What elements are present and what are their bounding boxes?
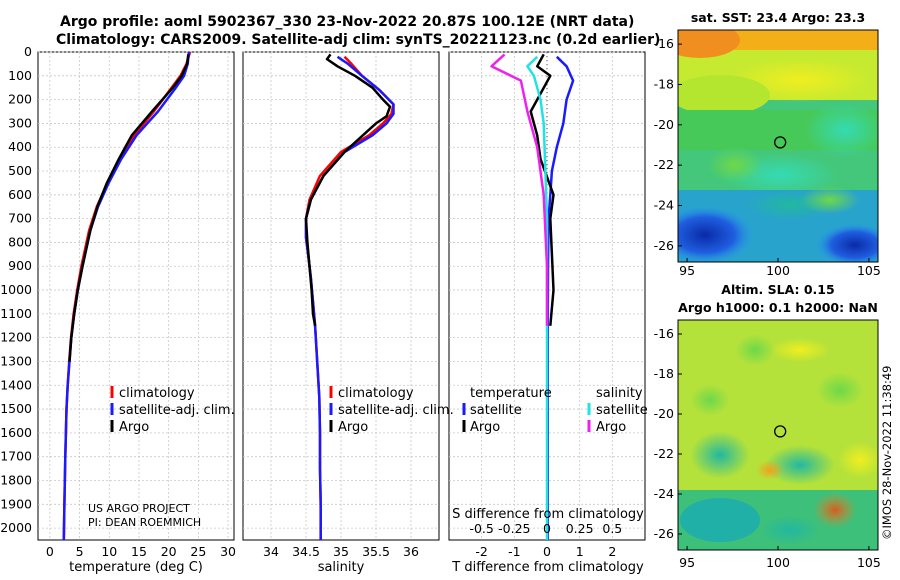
x-tick-label: 2 [608, 544, 616, 559]
x-tick-label: 5 [76, 544, 84, 559]
x-tick-label: 25 [190, 544, 206, 559]
legend-header-salinity: salinity [596, 386, 643, 401]
temperature-axes [37, 51, 235, 541]
x-tick-label-salinity: -0.25 [498, 521, 530, 536]
x-tick-label: -1 [508, 544, 520, 559]
legend-label-sal-argo: Argo [596, 420, 626, 435]
y-tick-label: 2000 [0, 520, 32, 535]
legend-label-argo: Argo [338, 420, 368, 435]
sla-map-title-1: Altim. SLA: 0.15 [721, 282, 834, 297]
legend-header-temperature: temperature [470, 386, 552, 401]
map-y-tick-label: -18 [654, 366, 674, 381]
x-tick-label: 0 [46, 544, 54, 559]
map-x-tick-label: 95 [679, 555, 695, 570]
map-y-tick-label: -26 [654, 238, 674, 253]
temperature-legend: climatology satellite-adj. clim. Argo [110, 386, 235, 435]
map-x-tick-label: 95 [679, 263, 695, 278]
y-tick-label: 1500 [0, 401, 32, 416]
sst-heatmap [678, 30, 878, 262]
x-tick-label: 35 [333, 544, 349, 559]
y-tick-label: 600 [8, 187, 32, 202]
legend-label-argo: Argo [119, 420, 149, 435]
y-tick-label: 1300 [0, 353, 32, 368]
temperature-xlabel: temperature (deg C) [69, 560, 203, 575]
legend-label-temp-satellite: satellite [470, 403, 522, 418]
y-tick-label: 1700 [0, 449, 32, 464]
series-line-argo [68, 54, 190, 362]
map-x-tick-label: 105 [857, 555, 881, 570]
x-tick-label: 35.5 [362, 544, 390, 559]
y-tick-label: 1100 [0, 306, 32, 321]
map-y-tick-label: -20 [654, 117, 674, 132]
salinity-legend: climatology satellite-adj. clim. Argo [329, 386, 454, 435]
sla-heatmap [678, 320, 878, 550]
y-tick-label: 900 [8, 258, 32, 273]
difference-legend: temperature salinity satellite Argo sate… [462, 386, 648, 435]
y-tick-label: 1200 [0, 330, 32, 345]
sst-map-title: sat. SST: 23.4 Argo: 23.3 [691, 10, 865, 25]
map-y-tick-label: -16 [654, 36, 674, 51]
x-tick-label: 0 [543, 544, 551, 559]
x-tick-label: 20 [161, 544, 177, 559]
series-line-salinity-satellite [526, 55, 549, 540]
map-y-tick-label: -22 [654, 157, 674, 172]
difference-xlabel-salinity: S difference from climatology [452, 507, 644, 522]
project-annotation: US ARGO PROJECT [88, 502, 190, 515]
legend-label-climatology: climatology [338, 386, 414, 401]
y-tick-label: 1800 [0, 472, 32, 487]
x-tick-label: 34 [263, 544, 279, 559]
argo-location-marker [774, 425, 787, 438]
map-y-tick-label: -24 [654, 198, 674, 213]
y-tick-label: 500 [8, 163, 32, 178]
x-tick-label: 30 [220, 544, 236, 559]
map-y-tick-label: -16 [654, 326, 674, 341]
y-tick-label: 1600 [0, 425, 32, 440]
x-tick-label: 10 [101, 544, 117, 559]
map-y-tick-label: -26 [654, 526, 674, 541]
series-line-argo [304, 53, 392, 327]
title-line-1: Argo profile: aoml 5902367_330 23-Nov-20… [60, 14, 635, 30]
argo-location-marker [774, 136, 787, 149]
timestamp-footer: ©IMOS 28-Nov-2022 11:38:49 [880, 366, 894, 540]
x-tick-label-salinity: -0.5 [469, 521, 493, 536]
x-tick-label: 36 [403, 544, 419, 559]
map-x-tick-label: 100 [766, 555, 790, 570]
x-tick-label-salinity: 0.5 [602, 521, 622, 536]
salinity-xlabel: salinity [318, 560, 365, 575]
legend-label-temp-argo: Argo [470, 420, 500, 435]
sla-map-title-2: Argo h1000: 0.1 h2000: NaN [678, 300, 878, 315]
y-tick-label: 1000 [0, 282, 32, 297]
legend-label-satellite: satellite-adj. clim. [119, 403, 235, 418]
y-tick-label: 800 [8, 234, 32, 249]
x-tick-label: 34.5 [292, 544, 320, 559]
series-line-temperature-argo [529, 53, 555, 326]
legend-label-satellite: satellite-adj. clim. [338, 403, 454, 418]
y-tick-label: 200 [8, 92, 32, 107]
map-y-tick-label: -20 [654, 406, 674, 421]
x-tick-label: 15 [131, 544, 147, 559]
y-tick-label: 400 [8, 139, 32, 154]
pi-annotation: PI: DEAN ROEMMICH [88, 516, 201, 529]
map-y-tick-label: -24 [654, 486, 674, 501]
difference-xlabel: T difference from climatology [451, 560, 644, 575]
y-tick-label: 1900 [0, 496, 32, 511]
series-line-salinity-argo [490, 53, 549, 326]
y-tick-label: 100 [8, 68, 32, 83]
y-tick-label: 1400 [0, 377, 32, 392]
y-tick-label: 300 [8, 115, 32, 130]
x-tick-label-salinity: 0.25 [566, 521, 594, 536]
map-x-tick-label: 100 [766, 263, 790, 278]
legend-label-climatology: climatology [119, 386, 195, 401]
legend-label-sal-satellite: satellite [596, 403, 648, 418]
map-y-tick-label: -18 [654, 76, 674, 91]
map-x-tick-label: 105 [857, 263, 881, 278]
x-tick-label: -2 [475, 544, 487, 559]
y-tick-label: 0 [24, 44, 32, 59]
map-y-tick-label: -22 [654, 446, 674, 461]
x-tick-label: 1 [576, 544, 584, 559]
y-tick-label: 700 [8, 211, 32, 226]
x-tick-label-salinity: 0 [543, 521, 551, 536]
title-line-2: Climatology: CARS2009. Satellite-adj cli… [56, 32, 661, 48]
